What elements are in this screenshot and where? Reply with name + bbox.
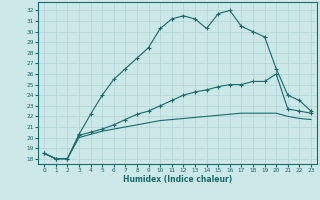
- X-axis label: Humidex (Indice chaleur): Humidex (Indice chaleur): [123, 175, 232, 184]
